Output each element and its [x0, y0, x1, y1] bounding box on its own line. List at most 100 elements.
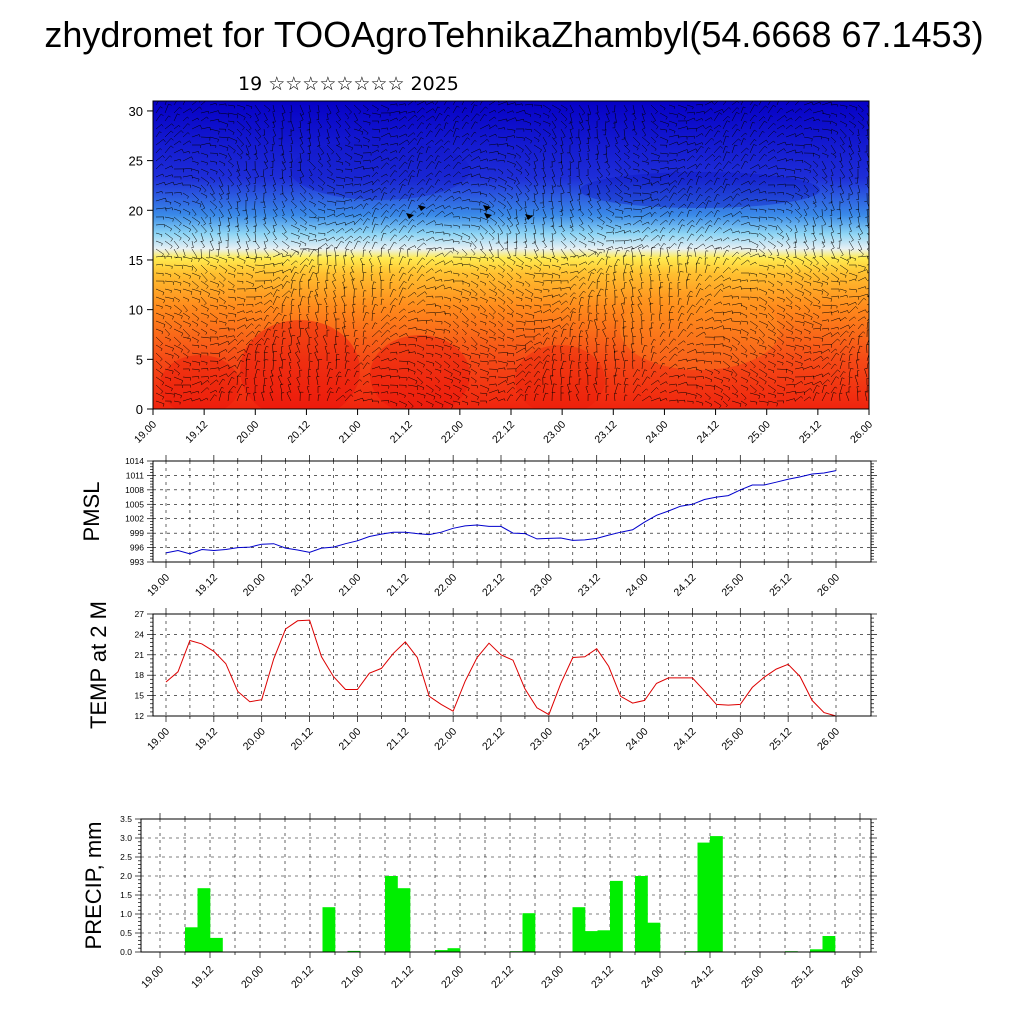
precip-bar — [385, 876, 398, 952]
y-tick-label: 2.0 — [120, 871, 132, 881]
x-tick-label: 21.00 — [339, 964, 366, 991]
x-tick-label: 23.00 — [528, 726, 555, 753]
y-tick-label: 12 — [135, 711, 145, 721]
y-tick-label: 24 — [135, 629, 145, 639]
precipitation-panel: 0.0 0.5 1.0 1.5 2.0 2.5 3.0 3.5 19.00 19.12 20.00 2… — [81, 813, 877, 991]
x-tick-label: 19.12 — [193, 572, 220, 599]
x-tick-label: 23.00 — [539, 964, 566, 991]
x-tick-label: 23.12 — [576, 572, 603, 599]
y-tick-label: 25 — [129, 154, 143, 169]
x-tick-label: 19.00 — [132, 419, 159, 446]
chart-subtitle: 19 ☆☆☆☆☆☆☆☆ 2025 — [238, 73, 459, 95]
y-tick-label: 0 — [136, 402, 143, 417]
y-tick-label: 10 — [129, 303, 143, 318]
heatmap-blob — [515, 345, 605, 409]
y-tick-label: 27 — [135, 609, 145, 619]
x-tick-label: 19.12 — [183, 419, 210, 446]
x-tick-label: 25.12 — [767, 726, 794, 753]
precip-bar — [447, 948, 461, 952]
x-tick-label: 19.00 — [139, 964, 166, 991]
x-tick-label: 21.12 — [388, 419, 415, 446]
precip-bar — [597, 930, 611, 952]
precip-bar — [810, 949, 823, 952]
x-tick-label: 24.00 — [624, 726, 651, 753]
x-tick-label: 24.12 — [689, 964, 716, 991]
precip-bar — [210, 937, 223, 952]
x-tick-label: 19.12 — [189, 964, 216, 991]
x-tick-label: 21.00 — [336, 572, 363, 599]
x-tick-label: 25.00 — [719, 726, 746, 753]
x-tick-label: 25.00 — [739, 964, 766, 991]
y-axis-label: TEMP at 2 M — [86, 601, 111, 729]
y-axis-label: PMSL — [79, 482, 104, 542]
y-tick-label: 21 — [135, 650, 145, 660]
x-tick-label: 22.12 — [480, 572, 507, 599]
y-tick-label: 2.5 — [120, 852, 132, 862]
y-tick-label: 0.0 — [120, 947, 132, 957]
y-tick-label: 30 — [129, 104, 143, 119]
x-tick-label: 21.12 — [384, 726, 411, 753]
x-tick-label: 25.12 — [767, 572, 794, 599]
x-tick-label: 25.00 — [719, 572, 746, 599]
x-tick-label: 20.00 — [239, 964, 266, 991]
x-tick-label: 23.12 — [592, 419, 619, 446]
heatmap-field — [153, 101, 869, 409]
y-tick-label: 993 — [130, 557, 144, 567]
x-tick-label: 20.00 — [234, 419, 261, 446]
precip-bar — [522, 913, 536, 952]
chart-title: zhydromet for TOOAgroTehnikaZhambyl(54.6… — [44, 14, 984, 55]
x-tick-label: 23.00 — [528, 572, 555, 599]
wind-vectors — [155, 101, 869, 409]
heatmap-blob — [290, 140, 470, 200]
precip-bar — [572, 907, 586, 952]
y-tick-label: 1014 — [125, 456, 144, 466]
minor-ticks — [147, 455, 877, 568]
precip-bar — [185, 927, 198, 952]
x-tick-label: 20.12 — [289, 572, 316, 599]
x-tick-label: 23.00 — [541, 419, 568, 446]
y-tick-label: 1.0 — [120, 909, 132, 919]
y-tick-label: 5 — [136, 352, 143, 367]
series-line — [165, 470, 837, 555]
y-tick-label: 15 — [129, 253, 143, 268]
y-tick-label: 3.0 — [120, 833, 132, 843]
x-tick-label: 25.12 — [797, 419, 824, 446]
x-tick-label: 24.00 — [624, 572, 651, 599]
wind-arrow-head — [483, 205, 491, 211]
heatmap-texture — [155, 101, 869, 409]
x-tick-label: 25.12 — [789, 964, 816, 991]
y-axis-label: PRECIP, mm — [81, 822, 106, 950]
x-tick-label: 21.12 — [384, 572, 411, 599]
precip-bar — [197, 888, 211, 952]
x-tick-label: 23.12 — [589, 964, 616, 991]
panel-frame — [152, 613, 872, 717]
y-tick-label: 3.5 — [120, 814, 132, 824]
x-tick-label: 20.00 — [241, 572, 268, 599]
x-tick-label: 25.00 — [746, 419, 773, 446]
panel-frame — [152, 460, 872, 563]
x-tick-label: 20.12 — [285, 419, 312, 446]
wind-arrow-head — [484, 213, 492, 219]
x-tick-label: 20.12 — [289, 726, 316, 753]
y-tick-label: 20 — [129, 203, 143, 218]
x-tick-label: 24.12 — [671, 572, 698, 599]
grid — [141, 819, 871, 952]
minor-ticks — [135, 813, 877, 958]
x-tick-label: 22.00 — [432, 726, 459, 753]
x-tick-label: 22.00 — [432, 572, 459, 599]
x-tick-label: 22.00 — [439, 419, 466, 446]
x-tick-label: 24.12 — [671, 726, 698, 753]
x-tick-label: 26.00 — [815, 572, 842, 599]
precip-bar — [585, 931, 598, 952]
grid — [153, 461, 871, 562]
y-tick-label: 15 — [135, 691, 145, 701]
precip-bar — [647, 922, 661, 952]
precip-bar — [347, 950, 361, 952]
x-tick-label: 26.00 — [848, 419, 875, 446]
y-tick-label: 1011 — [126, 470, 145, 480]
precip-bar — [397, 888, 411, 952]
x-tick-label: 20.00 — [241, 726, 268, 753]
y-tick-label: 1.5 — [120, 890, 132, 900]
grid — [153, 614, 871, 716]
